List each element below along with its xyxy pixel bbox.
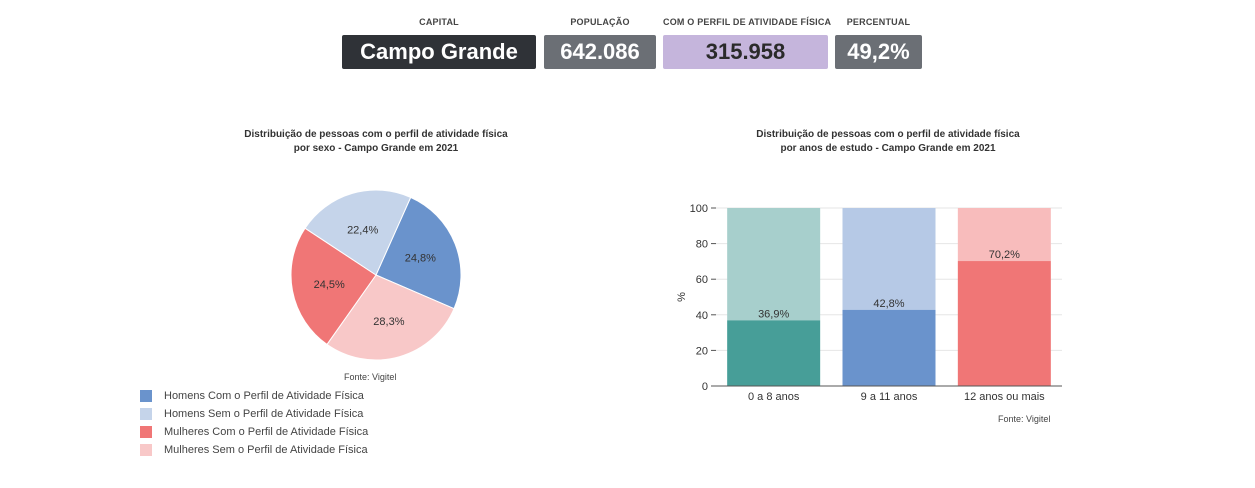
stat-perfil-label: COM O PERFIL DE ATIVIDADE FÍSICA [663, 17, 832, 27]
legend-swatch [140, 426, 152, 438]
x-tick-label-2: 9 a 11 anos [861, 391, 918, 403]
x-tick-label-1: 0 a 8 anos [748, 391, 800, 403]
stat-perfil-value: 315.958 [663, 35, 828, 69]
pie-slice-label-3: 24,5% [314, 279, 345, 291]
legend-swatch [140, 408, 152, 420]
bar-value-2 [842, 309, 936, 386]
bar-chart-title: Distribuição de pessoas com o perfil de … [678, 128, 1098, 156]
bar-remainder-1 [727, 208, 821, 321]
stat-capital-label: CAPITAL [419, 17, 459, 27]
y-tick-label: 0 [702, 381, 708, 393]
legend-item-2: Homens Sem o Perfil de Atividade Física [140, 405, 368, 423]
bar-remainder-3 [957, 208, 1051, 262]
legend-label: Homens Sem o Perfil de Atividade Física [164, 408, 364, 420]
stat-capital-value: Campo Grande [342, 35, 536, 69]
legend-item-1: Homens Com o Perfil de Atividade Física [140, 387, 368, 405]
pie-slice-label-1: 24,8% [405, 253, 436, 265]
legend-swatch [140, 444, 152, 456]
pie-chart-title-line1: Distribuição de pessoas com o perfil de … [244, 129, 508, 140]
y-tick-label: 40 [696, 310, 708, 322]
stat-populacao-label: POPULAÇÃO [570, 17, 630, 27]
stat-populacao-value: 642.086 [544, 35, 656, 69]
legend-label: Mulheres Sem o Perfil de Atividade Físic… [164, 444, 368, 456]
stat-percentual-label: PERCENTUAL [846, 17, 911, 27]
legend-label: Mulheres Com o Perfil de Atividade Físic… [164, 426, 369, 438]
bar-value-1 [727, 320, 821, 386]
legend-item-4: Mulheres Sem o Perfil de Atividade Físic… [140, 441, 368, 459]
bar-chart-title-line1: Distribuição de pessoas com o perfil de … [756, 129, 1020, 140]
bar-chart-title-line2: por anos de estudo - Campo Grande em 202… [780, 143, 996, 154]
y-tick-label: 100 [690, 203, 708, 215]
y-tick-label: 20 [696, 345, 708, 357]
bar-remainder-2 [842, 208, 936, 310]
pie-chart-title: Distribuição de pessoas com o perfil de … [166, 128, 586, 156]
legend-label: Homens Com o Perfil de Atividade Física [164, 390, 364, 402]
pie-slice-label-2: 28,3% [373, 316, 404, 328]
pie-chart-title-line2: por sexo - Campo Grande em 2021 [293, 143, 459, 154]
y-axis-label: % [676, 292, 688, 302]
pie-slice-1 [375, 196, 462, 310]
pie-slice-2 [326, 274, 455, 361]
bar-chart-source: Fonte: Vigitel [998, 414, 1051, 424]
x-tick-label-3: 12 anos ou mais [964, 391, 1045, 403]
y-tick-label: 60 [696, 274, 708, 286]
pie-slice-4 [304, 189, 412, 276]
bar-data-label-2: 42,8% [873, 298, 904, 310]
legend-swatch [140, 390, 152, 402]
pie-chart-legend: Homens Com o Perfil de Atividade Física H… [140, 387, 368, 459]
bar-data-label-1: 36,9% [758, 308, 789, 320]
pie-slice-label-4: 22,4% [347, 224, 378, 236]
stat-percentual-value: 49,2% [835, 35, 922, 69]
y-tick-label: 80 [696, 239, 708, 251]
pie-chart-source: Fonte: Vigitel [344, 372, 397, 382]
pie-slice-3 [290, 227, 377, 346]
pie-chart: 24,8% 28,3% 24,5% 22,4% [290, 189, 462, 361]
bar-value-3 [957, 261, 1051, 386]
bar-data-label-3: 70,2% [989, 249, 1020, 261]
legend-item-3: Mulheres Com o Perfil de Atividade Físic… [140, 423, 368, 441]
bar-chart: 0 20 40 60 80 100% 36,9% 0 a 8 anos 42,8% 9 a 11 … [676, 203, 1062, 403]
